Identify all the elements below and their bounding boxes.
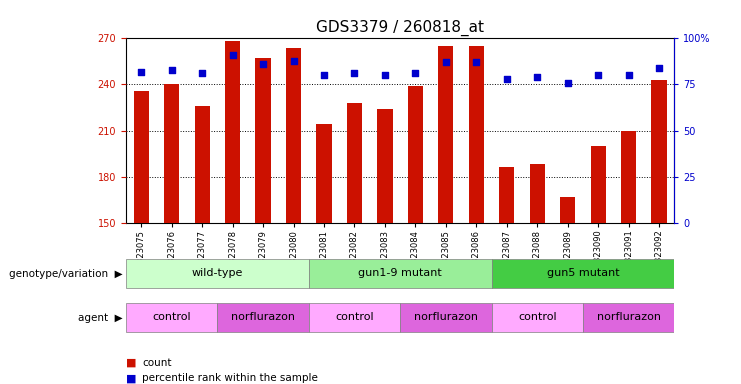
Point: [136, 68, 147, 74]
Bar: [499, 167, 514, 223]
Bar: [560, 197, 575, 223]
Text: wild-type: wild-type: [192, 268, 243, 278]
Text: genotype/variation  ▶: genotype/variation ▶: [9, 268, 122, 279]
Point: [257, 61, 269, 67]
Bar: [126, 303, 217, 333]
Text: count: count: [142, 358, 172, 368]
Point: [318, 72, 330, 78]
Text: control: control: [153, 312, 191, 322]
Bar: [468, 46, 484, 223]
Bar: [408, 86, 423, 223]
Text: ■: ■: [126, 358, 136, 368]
Text: control: control: [518, 312, 556, 322]
Point: [440, 59, 452, 65]
Bar: [347, 103, 362, 223]
Bar: [164, 84, 179, 223]
Point: [288, 58, 299, 64]
Point: [166, 67, 178, 73]
Bar: [126, 259, 309, 288]
Bar: [400, 303, 491, 333]
Bar: [583, 303, 674, 333]
Bar: [591, 146, 606, 223]
Text: gun1-9 mutant: gun1-9 mutant: [358, 268, 442, 278]
Bar: [194, 106, 210, 223]
Bar: [530, 164, 545, 223]
Point: [562, 79, 574, 86]
Bar: [217, 303, 309, 333]
Point: [622, 72, 634, 78]
Text: percentile rank within the sample: percentile rank within the sample: [142, 373, 318, 383]
Text: gun5 mutant: gun5 mutant: [547, 268, 619, 278]
Title: GDS3379 / 260818_at: GDS3379 / 260818_at: [316, 20, 484, 36]
Bar: [491, 259, 674, 288]
Text: norflurazon: norflurazon: [597, 312, 661, 322]
Point: [410, 70, 422, 76]
Bar: [309, 303, 400, 333]
Text: agent  ▶: agent ▶: [78, 313, 122, 323]
Point: [348, 70, 360, 76]
Point: [471, 59, 482, 65]
Bar: [316, 124, 332, 223]
Bar: [491, 303, 583, 333]
Point: [196, 70, 208, 76]
Bar: [621, 131, 637, 223]
Bar: [133, 91, 149, 223]
Point: [227, 52, 239, 58]
Bar: [225, 41, 240, 223]
Point: [592, 72, 604, 78]
Bar: [309, 259, 491, 288]
Text: ■: ■: [126, 373, 136, 383]
Point: [379, 72, 391, 78]
Bar: [438, 46, 453, 223]
Bar: [256, 58, 270, 223]
Point: [501, 76, 513, 82]
Text: norflurazon: norflurazon: [413, 312, 478, 322]
Text: control: control: [335, 312, 373, 322]
Text: norflurazon: norflurazon: [231, 312, 295, 322]
Point: [531, 74, 543, 80]
Point: [653, 65, 665, 71]
Bar: [377, 109, 393, 223]
Bar: [651, 80, 667, 223]
Bar: [286, 48, 301, 223]
